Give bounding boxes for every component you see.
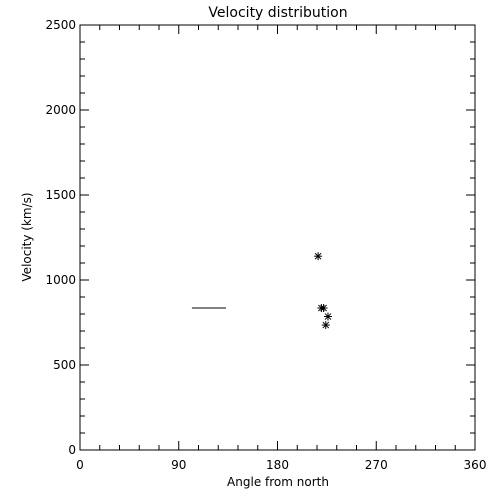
asterisk-point bbox=[321, 321, 330, 330]
x-tick-label: 180 bbox=[266, 458, 289, 472]
asterisk-point bbox=[323, 312, 332, 321]
chart-title: Velocity distribution bbox=[208, 5, 347, 21]
y-tick-label: 1000 bbox=[45, 273, 76, 287]
x-tick-label: 0 bbox=[76, 458, 84, 472]
plot-frame bbox=[79, 24, 476, 451]
x-axis-label: Angle from north bbox=[227, 475, 329, 489]
x-tick-label: 360 bbox=[464, 458, 487, 472]
y-tick-label: 500 bbox=[53, 358, 76, 372]
x-axis: 0 90 180 270 360 bbox=[76, 25, 486, 472]
y-tick-label: 2000 bbox=[45, 103, 76, 117]
y-axis-label: Velocity (km/s) bbox=[20, 192, 34, 281]
y-tick-label: 0 bbox=[68, 443, 76, 457]
x-tick-label: 270 bbox=[365, 458, 388, 472]
asterisk-point bbox=[314, 252, 323, 261]
asterisk-point bbox=[319, 304, 328, 313]
y-tick-label: 1500 bbox=[45, 188, 76, 202]
y-axis: 0 500 1000 1500 2000 2500 bbox=[45, 18, 475, 457]
y-tick-label: 2500 bbox=[45, 18, 76, 32]
x-tick-label: 90 bbox=[171, 458, 186, 472]
data-marks bbox=[191, 252, 332, 330]
